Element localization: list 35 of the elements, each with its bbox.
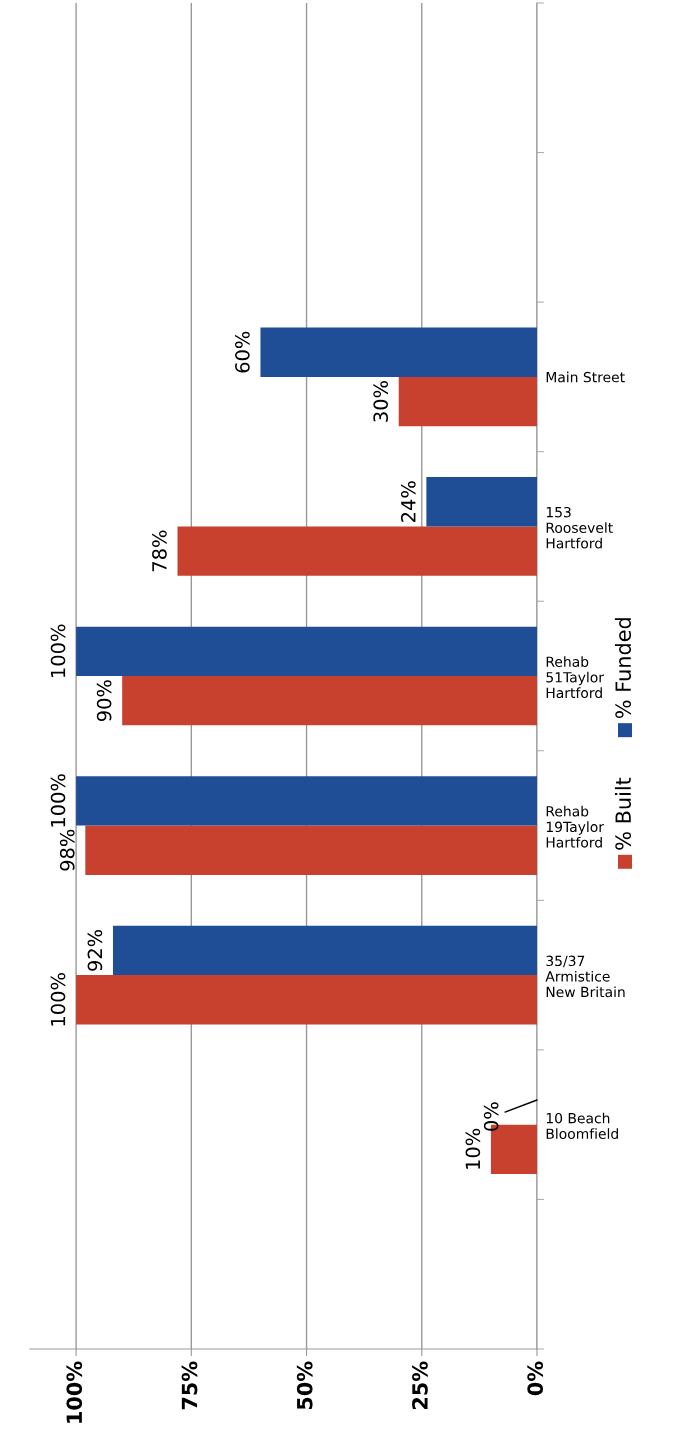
- bar: [85, 825, 537, 875]
- bar: [76, 626, 537, 676]
- data-label: 92%: [87, 929, 103, 971]
- data-label: 78%: [152, 530, 167, 572]
- bar: [260, 327, 537, 377]
- bar: [426, 477, 537, 527]
- data-label: 30%: [373, 381, 389, 422]
- data-label: 100%: [50, 624, 66, 677]
- data-label: 90%: [96, 680, 112, 722]
- data-label: 100%: [50, 774, 66, 827]
- y-tick-label: 35/37 Armistice New Britain: [545, 955, 625, 998]
- x-tick-label: 50%: [296, 1361, 313, 1410]
- y-tick-label: Rehab 51Taylor Hartford: [546, 656, 604, 699]
- y-tick-label: Main Street: [546, 371, 625, 383]
- data-label: 0%: [483, 1102, 499, 1131]
- bar: [177, 526, 537, 576]
- data-label: 60%: [235, 331, 250, 373]
- y-tick-label: 153 Roosevelt Hartford: [546, 506, 613, 549]
- bar: [76, 975, 537, 1025]
- bar: [122, 676, 537, 726]
- x-tick-label: 0%: [527, 1361, 544, 1396]
- bar: [398, 376, 537, 427]
- data-label: 100%: [50, 973, 66, 1026]
- x-tick-label: 25%: [412, 1361, 428, 1410]
- y-tick-label: Rehab 19Taylor Hartford: [546, 805, 604, 848]
- data-label: 98%: [59, 829, 75, 871]
- x-tick-label: 75%: [181, 1361, 198, 1410]
- data-label: 24%: [400, 481, 416, 522]
- bar: [112, 925, 537, 976]
- text: % Funded: [614, 618, 632, 719]
- data-label: 10%: [465, 1128, 481, 1169]
- y-tick-label: 10 Beach Bloomfield: [546, 1112, 618, 1139]
- x-tick-label: 100%: [66, 1361, 83, 1423]
- text: % Built: [614, 777, 632, 850]
- bar: [76, 776, 537, 826]
